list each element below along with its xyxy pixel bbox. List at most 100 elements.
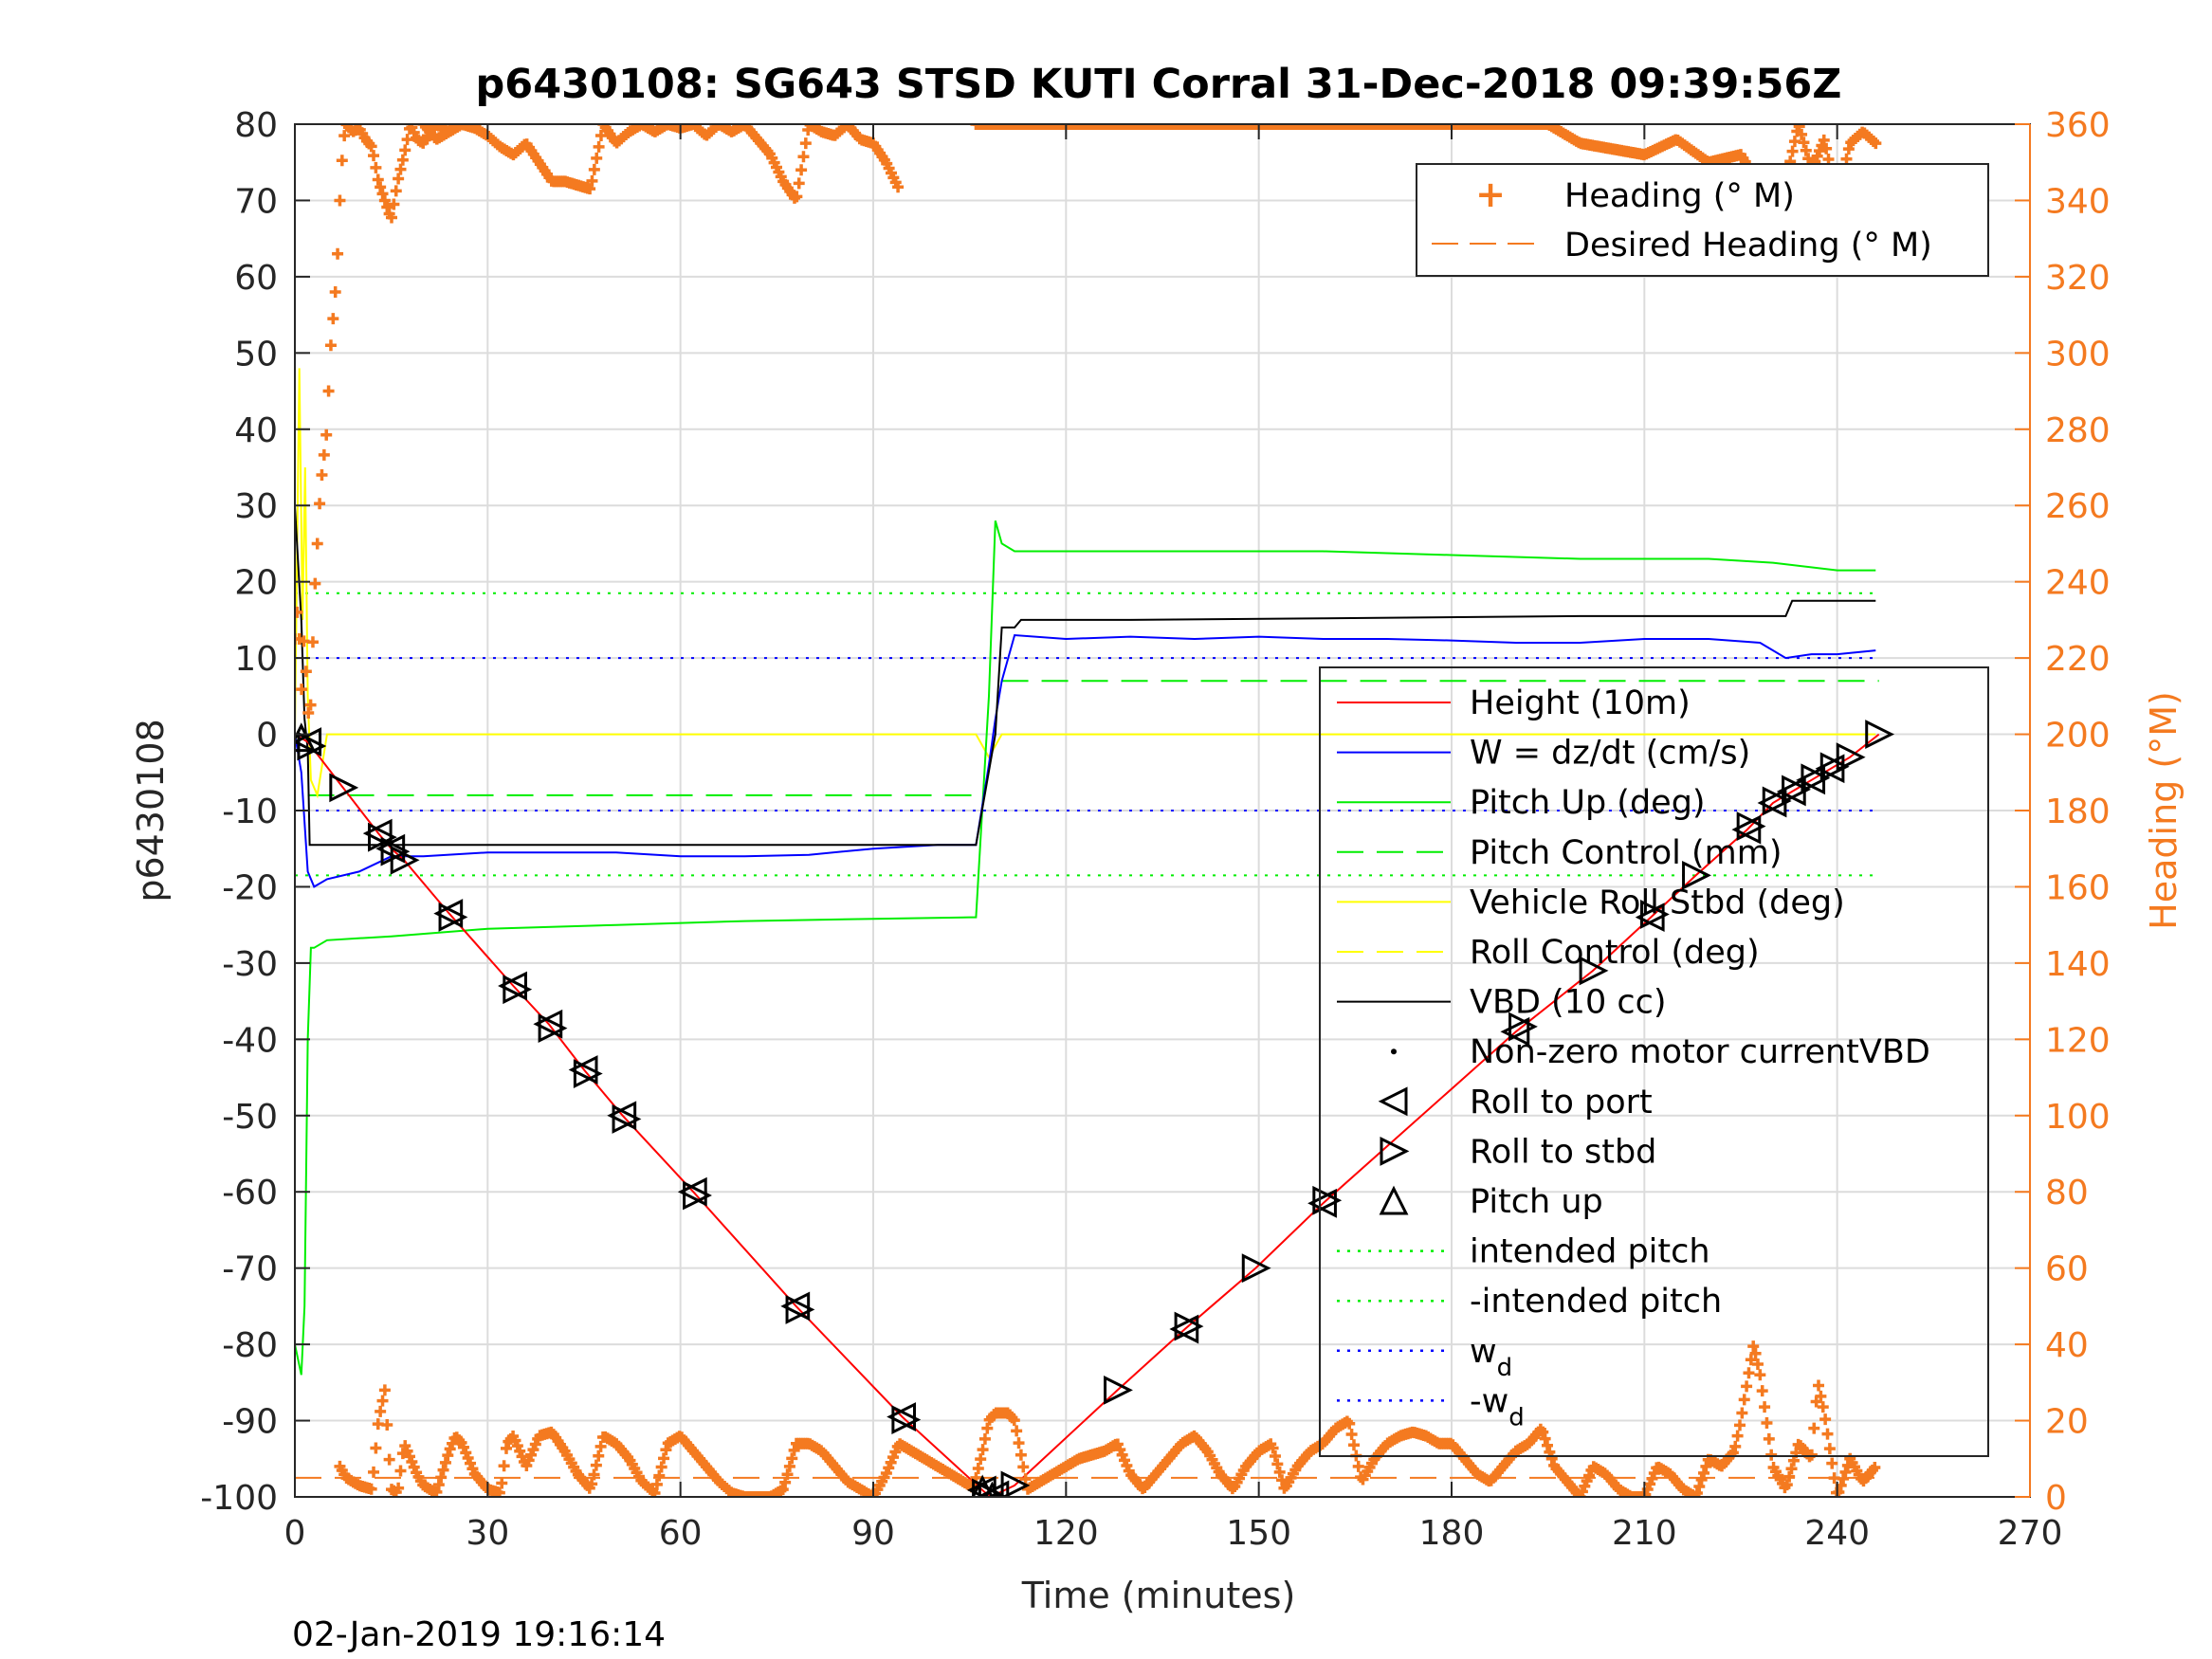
roll-to-stbd-marker (1819, 752, 1850, 782)
heading-point (1786, 145, 1799, 157)
heading-point (970, 124, 982, 130)
x-tick-label: 210 (1612, 1514, 1677, 1553)
heading-point (1163, 124, 1176, 130)
heading-point (1186, 124, 1198, 130)
heading-point (1731, 1430, 1744, 1442)
heading-point (1805, 1449, 1818, 1461)
heading-point (972, 124, 984, 130)
heading-point (653, 1469, 666, 1482)
heading-point (1033, 124, 1045, 130)
heading-point (1011, 124, 1023, 130)
heading-point (1539, 124, 1551, 130)
heading-point (1235, 124, 1248, 130)
heading-point (1287, 124, 1299, 130)
heading-point (1491, 124, 1504, 130)
roll-to-stbd-marker (1836, 742, 1866, 773)
heading-point (498, 1460, 510, 1472)
y-tick-label: -100 (200, 1479, 278, 1518)
roll-to-stbd-marker (1762, 786, 1792, 816)
heading-point (1363, 124, 1376, 130)
heading-point (783, 1460, 795, 1472)
heading-point (1294, 124, 1307, 130)
legend-heading-label: Heading (° M) (1564, 177, 1795, 215)
roll-to-port-marker (1500, 1016, 1530, 1047)
heading-point (1109, 124, 1122, 130)
heading-point (322, 385, 335, 397)
heading-point (996, 124, 1009, 130)
heading-point (1157, 124, 1169, 130)
heading-point (442, 1449, 454, 1462)
heading-point (1019, 1473, 1032, 1486)
heading-point (983, 124, 996, 130)
heading-point (1165, 124, 1178, 130)
heading-point (1460, 124, 1472, 130)
y-tick-label: -20 (222, 868, 278, 907)
roll-to-stbd-marker (538, 1013, 568, 1044)
x-tick-label: 90 (851, 1514, 895, 1553)
heading-point (1093, 124, 1106, 130)
heading-point (1509, 124, 1522, 130)
heading-point (1143, 124, 1156, 130)
heading-point (1303, 124, 1315, 130)
heading-point (1521, 124, 1533, 130)
heading-point (1262, 124, 1274, 130)
heading-point (1458, 124, 1471, 130)
heading-point (660, 1444, 672, 1456)
y-tick-label: 20 (234, 564, 278, 603)
heading-point (1388, 124, 1400, 130)
heading-point (1035, 124, 1048, 130)
heading-point (1031, 124, 1043, 130)
legend-item-label: Pitch up (1470, 1183, 1603, 1221)
heading-point (390, 185, 402, 197)
heading-point (1759, 1401, 1771, 1413)
heading-point (1177, 124, 1189, 130)
heading-point (1325, 124, 1338, 130)
legend-item-label: VBD (10 cc) (1470, 984, 1667, 1022)
heading-point (1181, 124, 1194, 130)
heading-point (1427, 124, 1439, 130)
legend-item-label: Pitch Up (deg) (1470, 784, 1706, 822)
heading-point (399, 144, 411, 156)
heading-point (372, 173, 384, 186)
heading-point (781, 1468, 794, 1481)
heading-point (1069, 124, 1081, 130)
heading-point (1736, 1407, 1748, 1419)
heading-point (1247, 124, 1259, 130)
heading-point (1067, 124, 1079, 130)
heading-point (594, 1440, 607, 1452)
heading-point (1224, 124, 1236, 130)
heading-point (1821, 1428, 1834, 1440)
heading-point (1453, 124, 1466, 130)
roll-to-stbd-marker (1682, 860, 1711, 890)
heading-point (1103, 124, 1115, 130)
heading-point (1431, 124, 1443, 130)
heading-point (393, 1482, 405, 1494)
y-tick-label: 0 (256, 717, 278, 756)
heading-point (1013, 1437, 1025, 1449)
heading-point (1524, 124, 1536, 130)
heading-point (1211, 124, 1223, 130)
heading-point (1419, 124, 1432, 130)
y-tick-label: 40 (234, 411, 278, 450)
x-axis-ticks: 0 30 60 90 120 150 180 210 240 270 (284, 124, 2062, 1553)
heading-point (1483, 124, 1495, 130)
heading-point (1800, 144, 1812, 156)
heading-point (1406, 124, 1418, 130)
heading-point (1462, 124, 1474, 130)
y2-tick-label: 140 (2045, 945, 2111, 984)
heading-point (1413, 124, 1425, 130)
roll-to-stbd-marker (1579, 956, 1609, 986)
heading-point (1444, 124, 1456, 130)
heading-point (1231, 124, 1243, 130)
heading-point (1532, 124, 1545, 130)
heading-point (584, 183, 596, 195)
heading-point (1508, 124, 1520, 130)
heading-point (1398, 124, 1410, 130)
heading-point (1695, 1473, 1708, 1486)
roll-to-stbd-marker (573, 1059, 603, 1088)
heading-point (309, 577, 321, 590)
heading-point (1537, 124, 1549, 130)
heading-point (1470, 124, 1482, 130)
legend-main: Height (10m) W = dz/dt (cm/s) Pitch Up (de… (1319, 666, 1989, 1457)
heading-point (1352, 1460, 1364, 1472)
